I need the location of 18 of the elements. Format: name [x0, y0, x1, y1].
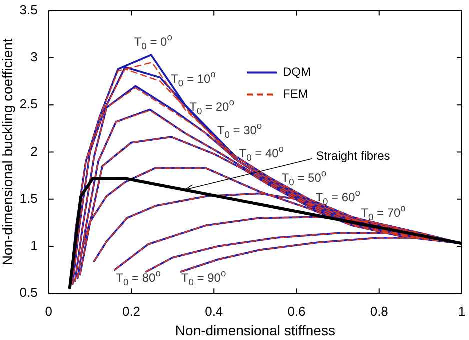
x-tick-label: 0.4	[205, 304, 224, 319]
y-tick-label: 2.5	[20, 96, 38, 112]
legend-label: FEM	[283, 87, 308, 102]
y-tick-label: 3	[30, 50, 38, 65]
y-tick-label: 1.5	[20, 190, 38, 206]
y-tick-label: 3.5	[20, 2, 38, 18]
annotation: Straight fibres	[316, 149, 390, 164]
y-tick-label: 1	[30, 238, 38, 254]
legend-label: DQM	[283, 65, 311, 80]
y-axis-title: Non-dimensional buckling coefficient	[0, 38, 16, 266]
x-tick-label: 1	[458, 304, 466, 319]
x-axis-title: Non-dimensional stiffness	[175, 322, 336, 338]
y-tick-label: 0.5	[20, 285, 38, 300]
x-tick-label: 0.8	[370, 304, 388, 319]
x-tick-label: 0.2	[122, 304, 141, 319]
x-tick-label: 0.6	[288, 304, 306, 319]
x-tick-label: 0	[45, 304, 52, 319]
y-tick-label: 2	[30, 144, 38, 159]
